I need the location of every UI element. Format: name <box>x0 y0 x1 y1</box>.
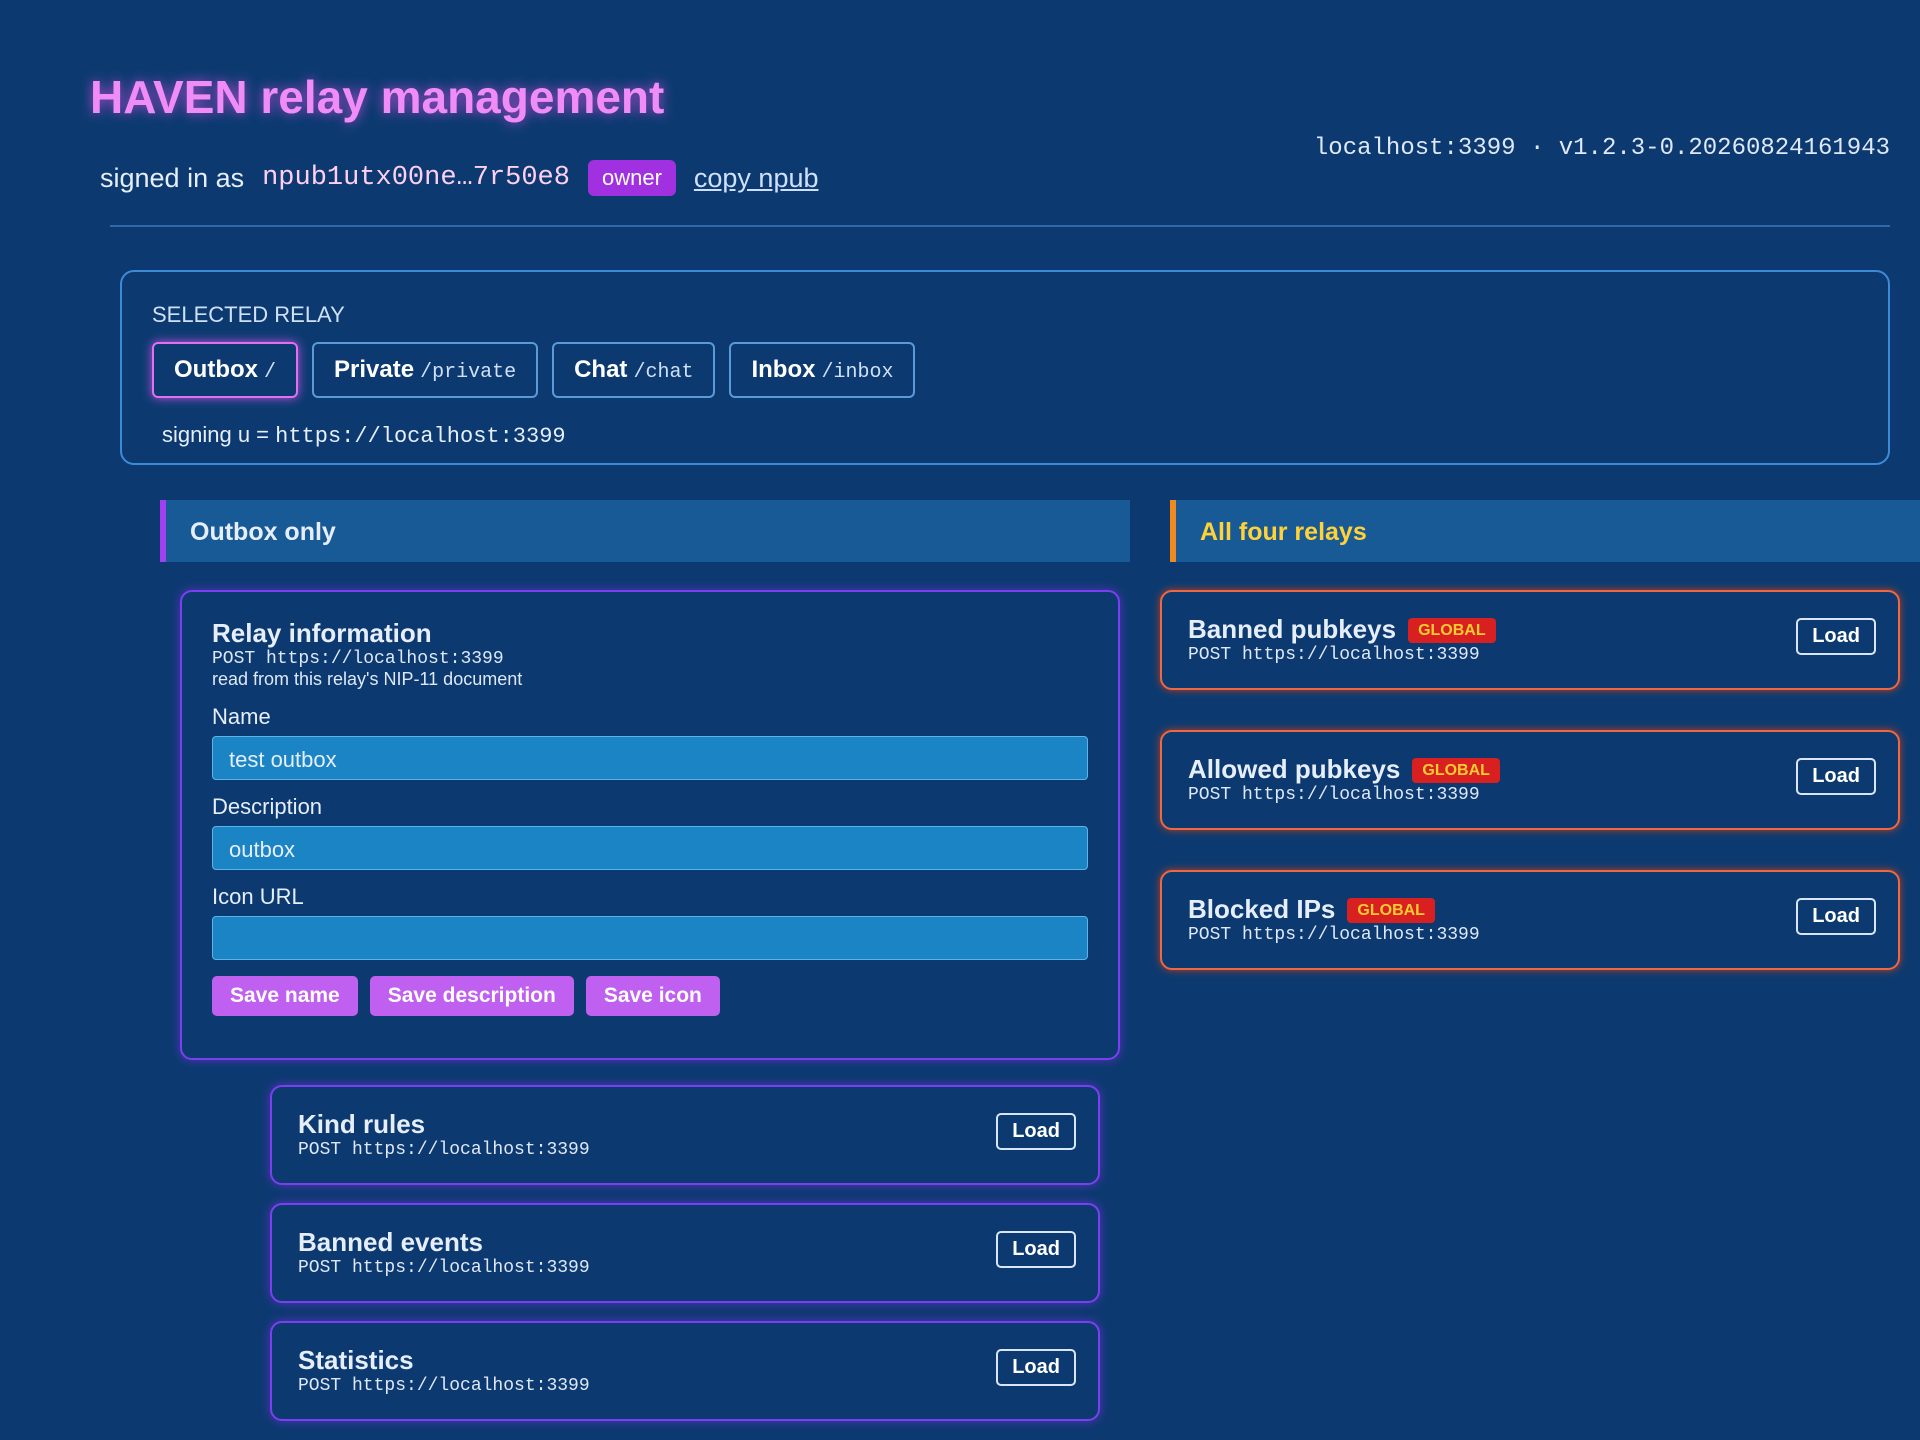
panel-label: SELECTED RELAY <box>152 302 345 327</box>
signing-url: https://localhost:3399 <box>275 424 566 449</box>
fields: Name test outbox Description outbox Icon URL <box>212 704 1088 960</box>
endpoint: POST https://localhost:3399 <box>298 1140 590 1160</box>
right-card: Banned pubkeys GLOBAL POST https://localho… <box>1160 590 1900 690</box>
load-button[interactable]: Load <box>1796 898 1876 935</box>
load-button[interactable]: Load <box>996 1113 1076 1150</box>
relay-tab[interactable]: Chat/chat <box>552 342 716 398</box>
section-header: All four relays <box>1170 500 1920 562</box>
section-header: Outbox only <box>160 500 1130 562</box>
save-buttons: Save name Save description Save icon <box>212 976 1088 1016</box>
load-button[interactable]: Load <box>996 1231 1076 1268</box>
tab-path: /private <box>420 361 517 384</box>
card-title-row: Kind rules <box>298 1109 1072 1140</box>
card-title: Allowed pubkeys <box>1188 754 1401 784</box>
card-title-row: Banned pubkeys GLOBAL <box>1188 614 1872 645</box>
load-button[interactable]: Load <box>996 1349 1076 1386</box>
global-badge: GLOBAL <box>1408 618 1496 644</box>
field-input[interactable]: outbox <box>212 826 1088 870</box>
npub: npub1utx00ne…7r50e8 <box>262 163 570 193</box>
tab-name: Outbox <box>174 356 258 383</box>
note: read from this relay's NIP-11 document <box>212 669 523 689</box>
field-label: Description <box>212 794 323 819</box>
endpoint: POST https://localhost:3399 <box>212 649 504 669</box>
tab-path: /chat <box>633 361 694 384</box>
card-title: Blocked IPs <box>1188 894 1336 924</box>
card-title: Kind rules <box>298 1109 426 1139</box>
tab-name: Chat <box>574 356 628 383</box>
tab-name: Inbox <box>751 356 816 383</box>
endpoint: POST https://localhost:3399 <box>298 1376 590 1396</box>
signing-label: signing u = <box>162 422 270 447</box>
left-card: Kind rules POST https://localhost:3399 Loa… <box>270 1085 1100 1185</box>
left-card: Banned events POST https://localhost:3399… <box>270 1203 1100 1303</box>
global-badge: GLOBAL <box>1412 758 1500 784</box>
tab-name: Private <box>334 356 415 383</box>
card-title-row: Blocked IPs GLOBAL <box>1188 894 1872 925</box>
selected-relay-panel: SELECTED RELAY Outbox / Private/private Cha… <box>120 270 1890 465</box>
card-title-row: Statistics <box>298 1345 1072 1376</box>
save-button[interactable]: Save name <box>212 976 358 1016</box>
card-title: Statistics <box>298 1345 414 1375</box>
load-button[interactable]: Load <box>1796 618 1876 655</box>
card-title: Relay information <box>212 618 432 648</box>
save-button[interactable]: Save icon <box>585 976 720 1016</box>
endpoint: POST https://localhost:3399 <box>1188 645 1480 665</box>
divider <box>110 225 1890 227</box>
right-card: Allowed pubkeys GLOBAL POST https://localh… <box>1160 730 1900 830</box>
copy-link[interactable]: copy npub <box>693 162 819 193</box>
relay-tab[interactable]: Inbox/inbox <box>729 342 916 398</box>
endpoint: POST https://localhost:3399 <box>298 1258 590 1278</box>
relay-tab[interactable]: Outbox / <box>152 342 299 398</box>
tab-path: /inbox <box>821 361 894 384</box>
signing-line: signing u = https://localhost:3399 <box>162 422 566 449</box>
relay-info-card: Relay information POST https://localhost… <box>180 590 1120 1060</box>
right-card: Blocked IPs GLOBAL POST https://localhost:… <box>1160 870 1900 970</box>
tab-path: / <box>264 361 277 384</box>
save-button[interactable]: Save description <box>369 976 574 1016</box>
left-card: Statistics POST https://localhost:3399 Loa… <box>270 1321 1100 1421</box>
card-title-row: Allowed pubkeys GLOBAL <box>1188 754 1872 785</box>
load-button[interactable]: Load <box>1796 758 1876 795</box>
field-input[interactable]: test outbox <box>212 736 1088 780</box>
field-label: Icon URL <box>212 884 304 909</box>
role-badge: owner <box>587 160 676 196</box>
global-badge: GLOBAL <box>1347 898 1435 924</box>
card-title-row: Banned events <box>298 1227 1072 1258</box>
host-version: localhost:3399 · v1.2.3-0.20260824161943 <box>1313 135 1890 162</box>
field-label: Name <box>212 704 271 729</box>
card-title: Banned events <box>298 1227 483 1257</box>
relay-tab[interactable]: Private/private <box>312 342 539 398</box>
field-input[interactable] <box>212 916 1088 960</box>
signed-in: signed in as npub1utx00ne…7r50e8 owner c… <box>100 160 819 196</box>
tabs: Outbox / Private/private Chat/chat Inbox/inb… <box>152 342 916 398</box>
card-title: Banned pubkeys <box>1188 614 1397 644</box>
endpoint: POST https://localhost:3399 <box>1188 785 1480 805</box>
page-title: HAVEN relay management <box>90 71 665 123</box>
signed-label: signed in as <box>100 162 245 193</box>
endpoint: POST https://localhost:3399 <box>1188 925 1480 945</box>
